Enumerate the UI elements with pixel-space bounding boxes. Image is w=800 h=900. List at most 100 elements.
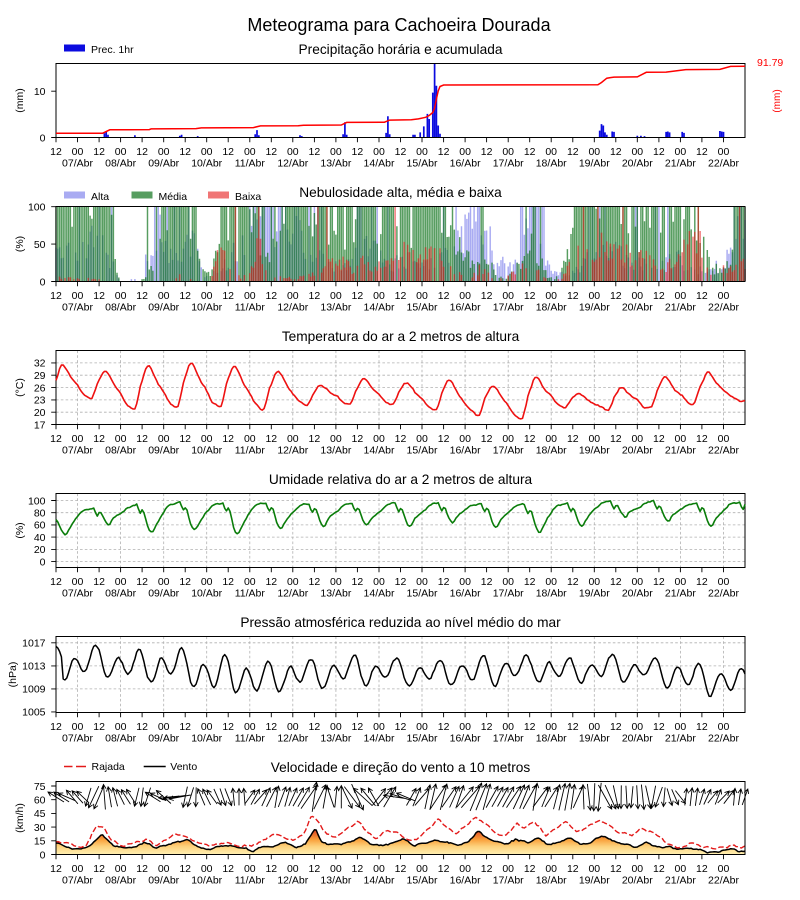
- svg-text:00: 00: [631, 433, 643, 445]
- svg-text:12: 12: [265, 146, 277, 158]
- svg-text:00: 00: [718, 433, 730, 445]
- svg-text:12: 12: [50, 721, 62, 733]
- svg-text:12: 12: [352, 433, 364, 445]
- svg-text:12: 12: [136, 433, 148, 445]
- svg-text:12: 12: [481, 863, 493, 875]
- svg-text:00: 00: [545, 721, 557, 733]
- svg-text:18/Abr: 18/Abr: [536, 302, 567, 314]
- svg-text:(mm): (mm): [14, 88, 26, 113]
- svg-text:00: 00: [201, 433, 213, 445]
- svg-text:(%): (%): [14, 522, 26, 538]
- svg-text:00: 00: [545, 290, 557, 302]
- svg-text:00: 00: [244, 433, 256, 445]
- svg-text:60: 60: [34, 795, 46, 807]
- svg-text:15/Abr: 15/Abr: [407, 875, 438, 887]
- svg-text:12: 12: [653, 721, 665, 733]
- svg-text:00: 00: [158, 146, 170, 158]
- svg-text:00: 00: [158, 576, 170, 588]
- svg-text:18/Abr: 18/Abr: [536, 875, 567, 887]
- svg-text:12: 12: [50, 433, 62, 445]
- svg-text:12: 12: [610, 576, 622, 588]
- svg-text:12: 12: [610, 863, 622, 875]
- svg-text:00: 00: [675, 433, 687, 445]
- svg-text:12: 12: [481, 721, 493, 733]
- svg-text:12: 12: [395, 433, 407, 445]
- svg-text:1005: 1005: [22, 707, 46, 719]
- svg-text:00: 00: [502, 146, 514, 158]
- svg-text:00: 00: [244, 721, 256, 733]
- svg-text:12: 12: [567, 721, 579, 733]
- svg-text:00: 00: [459, 576, 471, 588]
- svg-text:17/Abr: 17/Abr: [493, 875, 524, 887]
- svg-text:12: 12: [265, 576, 277, 588]
- svg-text:18/Abr: 18/Abr: [536, 445, 567, 457]
- svg-text:00: 00: [287, 863, 299, 875]
- svg-text:12: 12: [481, 433, 493, 445]
- svg-text:07/Abr: 07/Abr: [62, 733, 93, 745]
- svg-text:20/Abr: 20/Abr: [622, 302, 653, 314]
- svg-text:12: 12: [352, 863, 364, 875]
- svg-text:Precipitação horária e acumula: Precipitação horária e acumulada: [299, 42, 503, 57]
- svg-text:75: 75: [34, 781, 46, 793]
- svg-text:12/Abr: 12/Abr: [277, 588, 308, 600]
- svg-text:10/Abr: 10/Abr: [191, 733, 222, 745]
- svg-text:12: 12: [653, 290, 665, 302]
- svg-text:08/Abr: 08/Abr: [105, 158, 136, 170]
- svg-text:18/Abr: 18/Abr: [536, 733, 567, 745]
- svg-text:19/Abr: 19/Abr: [579, 158, 610, 170]
- svg-text:00: 00: [373, 576, 385, 588]
- svg-text:12: 12: [136, 290, 148, 302]
- svg-text:00: 00: [330, 433, 342, 445]
- svg-text:00: 00: [72, 146, 84, 158]
- svg-text:18/Abr: 18/Abr: [536, 588, 567, 600]
- svg-text:20: 20: [34, 407, 46, 419]
- svg-text:12: 12: [610, 146, 622, 158]
- svg-text:00: 00: [287, 433, 299, 445]
- svg-text:00: 00: [115, 433, 127, 445]
- svg-text:00: 00: [588, 721, 600, 733]
- svg-text:10: 10: [34, 86, 46, 98]
- svg-text:23: 23: [34, 395, 46, 407]
- svg-text:12: 12: [481, 576, 493, 588]
- svg-text:12: 12: [696, 721, 708, 733]
- svg-text:30: 30: [34, 822, 46, 834]
- svg-text:00: 00: [631, 721, 643, 733]
- svg-text:12/Abr: 12/Abr: [277, 733, 308, 745]
- svg-text:00: 00: [201, 721, 213, 733]
- svg-text:00: 00: [502, 433, 514, 445]
- svg-text:12: 12: [265, 721, 277, 733]
- svg-text:19/Abr: 19/Abr: [579, 588, 610, 600]
- svg-text:19/Abr: 19/Abr: [579, 302, 610, 314]
- svg-text:0: 0: [40, 849, 46, 861]
- svg-text:Prec. 1hr: Prec. 1hr: [91, 44, 134, 56]
- svg-text:Baixa: Baixa: [235, 191, 261, 203]
- svg-text:00: 00: [201, 146, 213, 158]
- svg-text:12: 12: [93, 721, 105, 733]
- svg-text:12: 12: [93, 290, 105, 302]
- svg-text:13/Abr: 13/Abr: [320, 875, 351, 887]
- svg-text:17/Abr: 17/Abr: [493, 158, 524, 170]
- svg-text:40: 40: [34, 532, 46, 544]
- svg-text:16/Abr: 16/Abr: [450, 588, 481, 600]
- svg-text:12: 12: [309, 721, 321, 733]
- svg-text:00: 00: [72, 433, 84, 445]
- svg-text:12: 12: [653, 576, 665, 588]
- svg-text:07/Abr: 07/Abr: [62, 588, 93, 600]
- svg-text:12: 12: [179, 290, 191, 302]
- svg-text:12/Abr: 12/Abr: [277, 158, 308, 170]
- svg-text:12: 12: [524, 146, 536, 158]
- svg-text:12: 12: [395, 576, 407, 588]
- svg-text:Nebulosidade alta, média e bai: Nebulosidade alta, média e baixa: [299, 185, 502, 200]
- svg-text:13/Abr: 13/Abr: [320, 445, 351, 457]
- svg-text:12: 12: [610, 433, 622, 445]
- svg-text:08/Abr: 08/Abr: [105, 733, 136, 745]
- svg-text:12: 12: [93, 576, 105, 588]
- svg-text:17: 17: [34, 419, 46, 431]
- svg-text:00: 00: [718, 146, 730, 158]
- svg-text:22/Abr: 22/Abr: [708, 733, 739, 745]
- svg-text:00: 00: [502, 576, 514, 588]
- svg-text:00: 00: [631, 863, 643, 875]
- svg-text:12: 12: [610, 721, 622, 733]
- svg-text:12: 12: [481, 290, 493, 302]
- svg-text:14/Abr: 14/Abr: [364, 588, 395, 600]
